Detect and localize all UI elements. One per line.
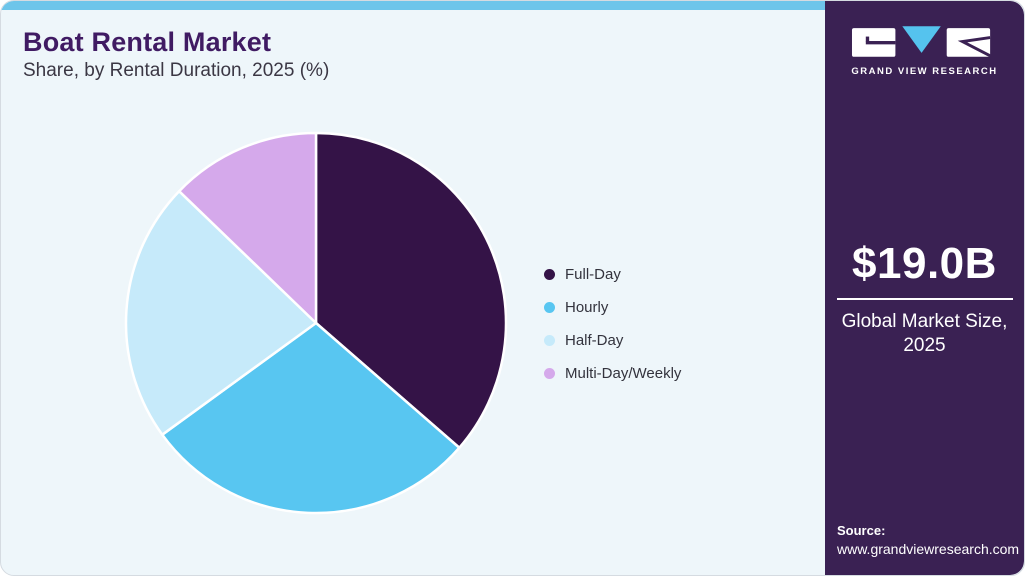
- legend-swatch-hourly: [544, 301, 555, 313]
- legend-item-hourly: Hourly: [544, 296, 681, 318]
- stat-divider: [836, 298, 1013, 300]
- pie-slice-half-day: [124, 189, 318, 436]
- pie-slice-full-day: [314, 131, 508, 450]
- page-title: Boat Rental Market: [23, 27, 272, 57]
- legend-label: Full-Day: [565, 265, 621, 283]
- source-url: www.grandviewresearch.com: [837, 541, 1020, 557]
- source-label: Source:: [837, 523, 886, 538]
- chart-legend: Full-Day Hourly Half-Day Multi-Day/Weekl…: [544, 263, 681, 384]
- market-size-stat: $19.0B Global Market Size, 2025: [825, 239, 1024, 358]
- market-size-value: $19.0B: [852, 239, 997, 288]
- brand-logo: GRAND VIEW RESEARCH: [825, 25, 1024, 77]
- brand-name: GRAND VIEW RESEARCH: [851, 66, 998, 77]
- top-accent-bar: [1, 1, 825, 10]
- pie-slice-hourly: [161, 321, 461, 515]
- legend-swatch-multi-day-weekly: [544, 367, 555, 379]
- legend-swatch-half-day: [544, 334, 555, 346]
- legend-label: Hourly: [565, 298, 609, 316]
- chart-panel: Boat Rental Market Share, by Rental Dura…: [1, 1, 825, 575]
- legend-label: Half-Day: [565, 331, 624, 349]
- pie-slice-multi-day-weekly: [177, 131, 318, 325]
- market-size-label-line2: 2025: [903, 334, 946, 356]
- market-size-label: Global Market Size, 2025: [825, 310, 1024, 358]
- legend-swatch-full-day: [544, 268, 555, 280]
- gvr-logo-icon: [851, 26, 991, 58]
- legend-item-half-day: Half-Day: [544, 329, 681, 351]
- chart-subtitle: Share, by Rental Duration, 2025 (%): [23, 60, 330, 81]
- source-attribution: Source: www.grandviewresearch.com: [837, 523, 1019, 557]
- legend-item-full-day: Full-Day: [544, 263, 681, 285]
- legend-item-multi-day-weekly: Multi-Day/Weekly: [544, 362, 681, 384]
- pie-chart: [124, 131, 508, 515]
- market-size-label-line1: Global Market Size,: [841, 311, 1008, 332]
- brand-sidebar: GRAND VIEW RESEARCH $19.0B Global Market…: [825, 1, 1024, 575]
- legend-label: Multi-Day/Weekly: [565, 364, 682, 382]
